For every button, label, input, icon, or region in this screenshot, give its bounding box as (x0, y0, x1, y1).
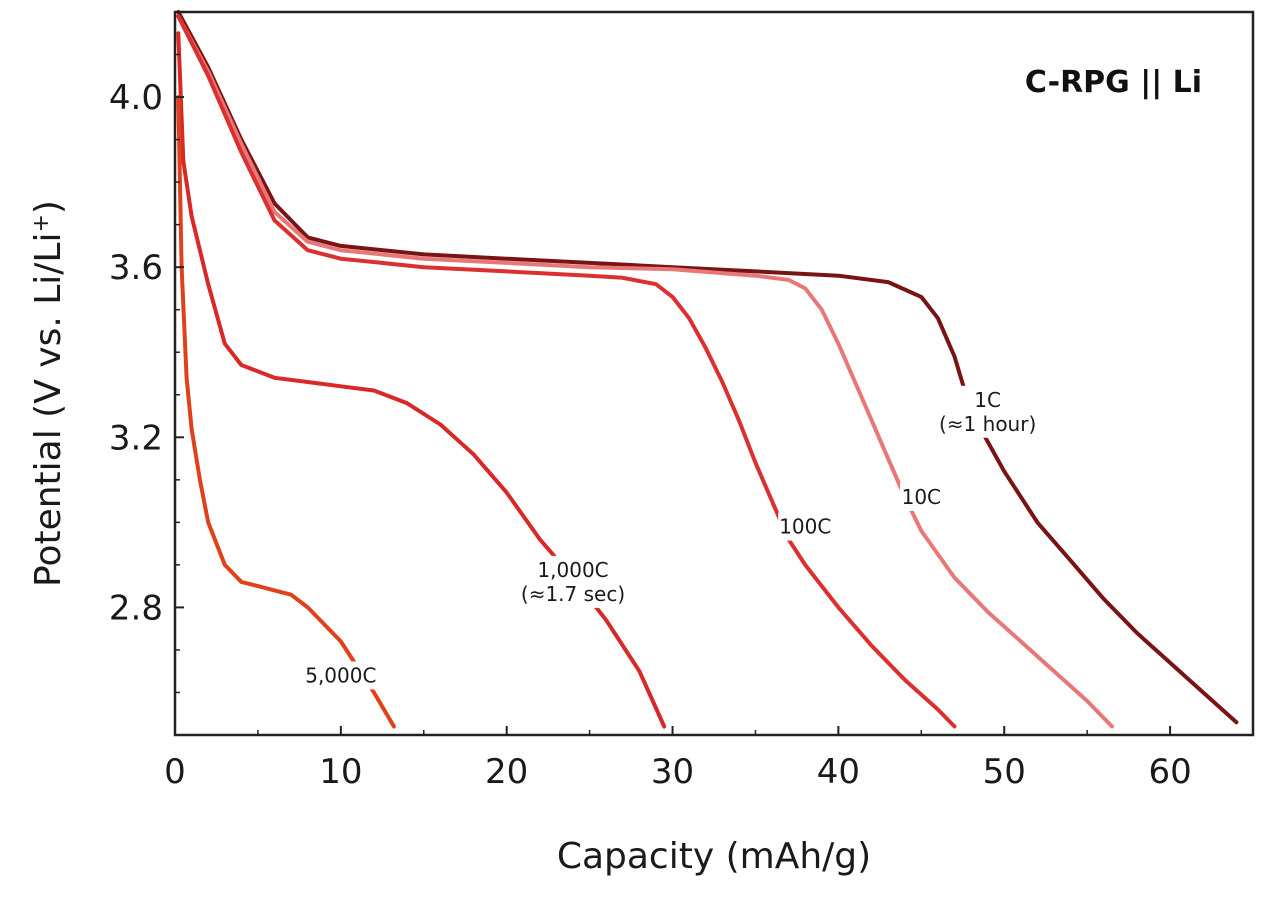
series-annotation-label: 1C (974, 388, 1001, 412)
series-line-1c (176, 10, 1239, 725)
chart-title: C-RPG || Li (1025, 65, 1202, 100)
annotation-background (931, 385, 1044, 438)
annotation-layer: 1C(≈1 hour) 10C 100C 1,000C(≈1.7 sec) 5,000C (302, 385, 1044, 690)
series-line-100c (176, 14, 957, 729)
series-annotation-label: 10C (902, 485, 941, 509)
x-tick-label: 40 (817, 752, 860, 792)
x-tick-label: 30 (651, 752, 694, 792)
series-line-10c (176, 14, 1114, 729)
y-tick-label: 3.6 (109, 248, 163, 288)
annotation-background (778, 512, 833, 541)
x-axis-title: Capacity (mAh/g) (557, 836, 871, 877)
series-annotation-label: (≈1.7 sec) (521, 582, 625, 606)
ticks-layer: 0 10 20 30 40 50 60 2.8 3.2 3.6 4.0 (109, 53, 1192, 792)
series-annotation-label: 5,000C (305, 663, 376, 687)
x-tick-label: 50 (983, 752, 1026, 792)
y-tick-label: 4.0 (109, 78, 163, 118)
plot-area-frame (173, 10, 1255, 737)
x-tick-label: 20 (485, 752, 528, 792)
series-annotation-label: 1,000C (537, 558, 608, 582)
annotation-background (511, 555, 635, 608)
y-axis-title: Potential (V vs. Li/Li+) (28, 200, 69, 587)
y-axis-title-superscript: + (29, 214, 54, 232)
annotation-background (900, 482, 943, 511)
x-tick-label: 60 (1148, 752, 1191, 792)
series-line-1000c (176, 31, 667, 729)
y-axis-title-main: Potential (V vs. Li/Li (28, 233, 69, 587)
series-layer (176, 10, 1239, 729)
y-tick-label: 2.8 (109, 588, 163, 628)
series-annotation-label: 100C (779, 515, 831, 539)
y-axis-title-close: ) (28, 200, 69, 214)
annotation-background (302, 661, 380, 690)
x-tick-label: 10 (319, 752, 362, 792)
series-annotation-label: (≈1 hour) (939, 412, 1036, 436)
series-line-5000c (176, 95, 396, 729)
y-tick-label: 3.2 (109, 418, 163, 458)
x-tick-label: 0 (164, 752, 186, 792)
